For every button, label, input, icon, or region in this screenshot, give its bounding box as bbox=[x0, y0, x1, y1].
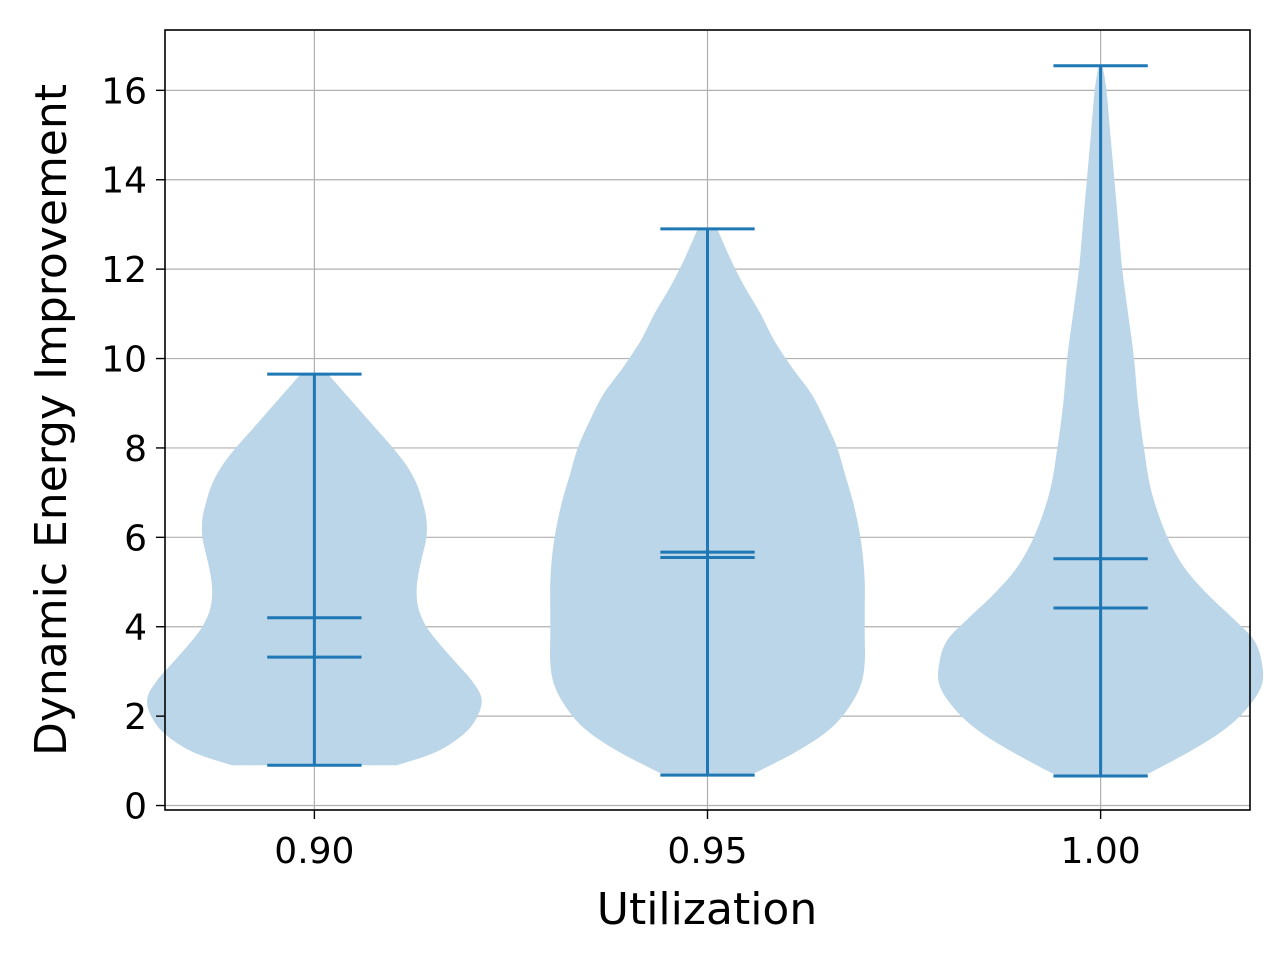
y-tick-label: 8 bbox=[124, 429, 147, 470]
y-tick-label: 16 bbox=[101, 71, 147, 112]
x-axis-label: Utilization bbox=[597, 884, 817, 935]
y-tick-label: 4 bbox=[124, 608, 147, 649]
violin-0.95 bbox=[549, 227, 866, 777]
y-tick-label: 0 bbox=[124, 787, 147, 828]
y-tick-label: 10 bbox=[101, 340, 147, 381]
y-tick-label: 6 bbox=[124, 518, 147, 559]
violin-0.90 bbox=[147, 372, 482, 767]
x-tick-label: 1.00 bbox=[1061, 831, 1141, 872]
axis-ticks: 0 2 4 6 8 10 12 14 16 0.90 0.95 1.00 bbox=[101, 71, 1141, 872]
y-tick-label: 12 bbox=[101, 250, 147, 291]
y-axis-label: Dynamic Energy Improvement bbox=[26, 84, 77, 756]
y-tick-label: 14 bbox=[101, 161, 147, 202]
x-tick-label: 0.90 bbox=[274, 831, 354, 872]
y-tick-label: 2 bbox=[124, 697, 147, 738]
x-tick-label: 0.95 bbox=[667, 831, 747, 872]
violin-1.00 bbox=[938, 64, 1264, 778]
violin-series bbox=[147, 64, 1264, 778]
